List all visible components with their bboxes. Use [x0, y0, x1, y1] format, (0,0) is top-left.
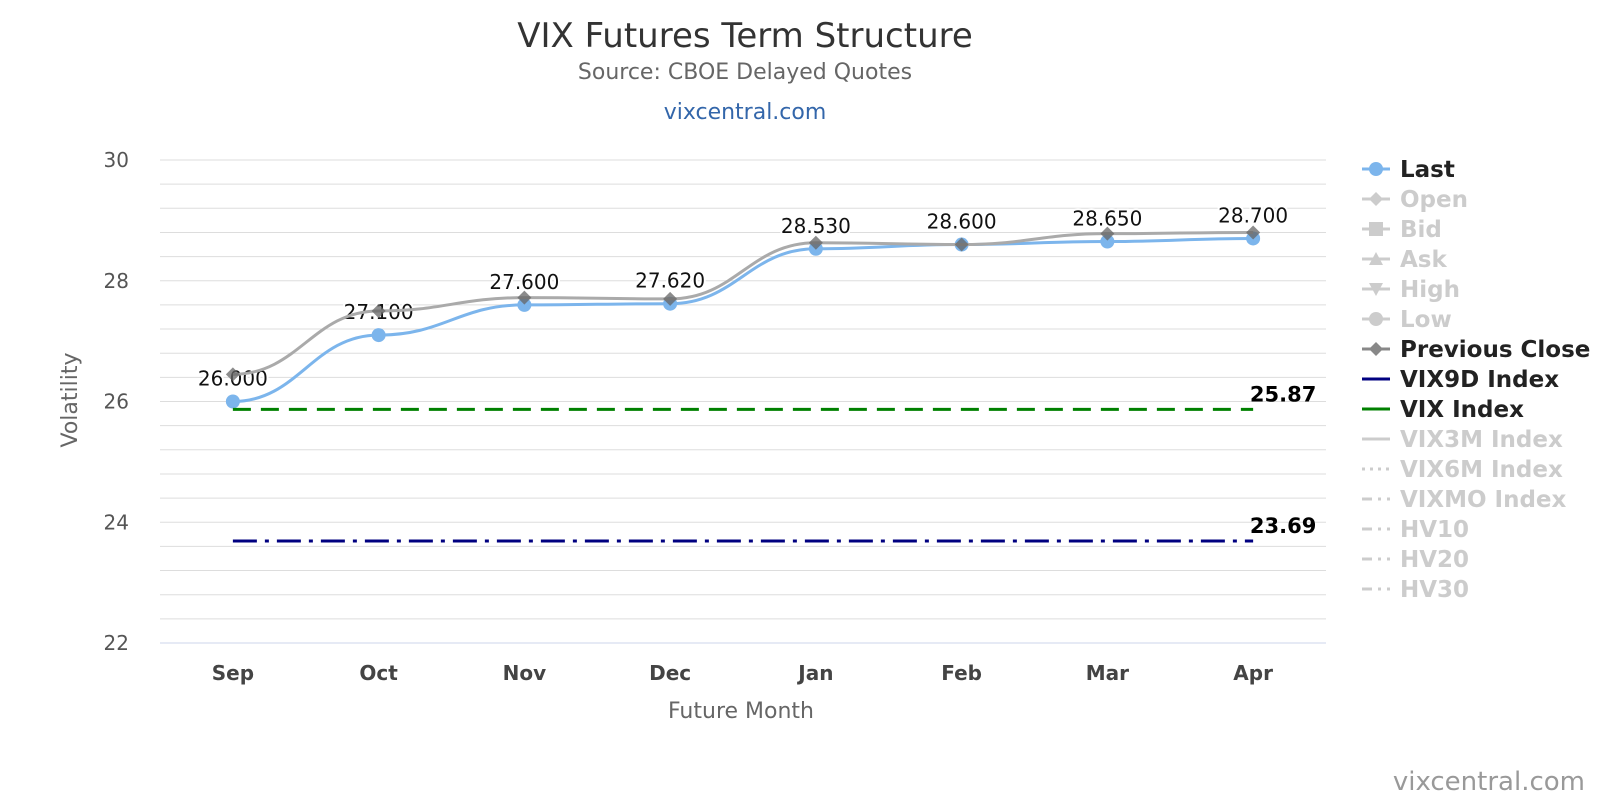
- x-tick-label: Oct: [359, 661, 398, 685]
- legend-item[interactable]: VIX3M Index: [1362, 427, 1563, 453]
- legend-label: Low: [1400, 307, 1452, 333]
- legend-label: Last: [1400, 157, 1455, 183]
- y-tick-label: 26: [104, 390, 129, 414]
- data-point: [954, 237, 969, 252]
- legend-item[interactable]: HV10: [1362, 517, 1469, 543]
- x-tick-label: Feb: [941, 661, 982, 685]
- legend-label: Ask: [1400, 247, 1447, 273]
- index-value-label: 23.69: [1250, 514, 1316, 538]
- legend-item[interactable]: High: [1362, 277, 1460, 303]
- legend-marker: [1369, 162, 1383, 176]
- data-label: 28.600: [927, 210, 997, 234]
- legend-label: VIX6M Index: [1400, 457, 1563, 483]
- legend-label: HV10: [1400, 517, 1469, 543]
- x-tick-label: Sep: [212, 661, 254, 685]
- data-point: [225, 394, 240, 409]
- legend-label: VIXMO Index: [1400, 487, 1567, 513]
- legend-label: VIX9D Index: [1400, 367, 1559, 393]
- legend-label: Previous Close: [1400, 337, 1590, 363]
- legend-marker: [1369, 222, 1383, 236]
- legend-item[interactable]: VIX9D Index: [1362, 367, 1559, 393]
- legend-item[interactable]: Bid: [1362, 217, 1442, 243]
- x-axis-title: Future Month: [668, 699, 814, 724]
- legend-item[interactable]: HV30: [1362, 577, 1469, 603]
- legend-marker: [1369, 342, 1383, 356]
- legend-marker: [1369, 312, 1383, 326]
- series-previous-close: [225, 225, 1261, 382]
- legend-item[interactable]: HV20: [1362, 547, 1469, 573]
- data-point: [371, 303, 386, 318]
- series-vix9d-index: 23.69: [232, 514, 1316, 543]
- legend-label: VIX3M Index: [1400, 427, 1563, 453]
- data-point: [1100, 226, 1115, 241]
- credit-text[interactable]: vixcentral.com: [1393, 767, 1585, 797]
- chart-title: VIX Futures Term Structure: [517, 16, 973, 56]
- x-tick-label: Dec: [649, 661, 691, 685]
- y-tick-label: 24: [104, 510, 129, 534]
- legend-marker: [1369, 252, 1383, 265]
- grid-lines: [160, 159, 1326, 644]
- legend-item[interactable]: Previous Close: [1362, 337, 1590, 363]
- legend-item[interactable]: VIX6M Index: [1362, 457, 1563, 483]
- legend-item[interactable]: Ask: [1362, 247, 1447, 273]
- legend: Last Open Bid Ask High Low Previous Close VIX9D…: [1362, 157, 1590, 603]
- y-axis-title: Volatility: [58, 352, 83, 447]
- data-label: 28.700: [1218, 203, 1288, 227]
- legend-label: HV30: [1400, 577, 1469, 603]
- legend-item[interactable]: VIXMO Index: [1362, 487, 1567, 513]
- data-label: 27.620: [635, 269, 705, 293]
- y-tick-label: 22: [104, 631, 129, 655]
- legend-marker: [1369, 192, 1383, 206]
- legend-item[interactable]: Open: [1362, 187, 1468, 213]
- legend-label: Open: [1400, 187, 1468, 213]
- x-tick-label: Nov: [503, 661, 547, 685]
- legend-label: Bid: [1400, 217, 1442, 243]
- y-tick-label: 28: [104, 269, 129, 293]
- data-point: [225, 367, 240, 382]
- y-axis: 22 24 26 28 30: [104, 148, 129, 655]
- data-point: [517, 297, 532, 312]
- data-point: [371, 328, 386, 343]
- legend-item[interactable]: Last: [1362, 157, 1455, 183]
- legend-item[interactable]: VIX Index: [1362, 397, 1524, 423]
- y-tick-label: 30: [104, 148, 129, 172]
- data-point: [1100, 234, 1115, 249]
- source-link[interactable]: vixcentral.com: [664, 100, 827, 125]
- legend-item[interactable]: Low: [1362, 307, 1452, 333]
- x-tick-label: Jan: [796, 661, 833, 685]
- x-tick-label: Mar: [1086, 661, 1129, 685]
- series-last: 26.00027.10027.60027.62028.53028.60028.6…: [196, 201, 1290, 409]
- legend-marker: [1369, 283, 1383, 296]
- x-tick-label: Apr: [1233, 661, 1273, 685]
- series-area: 26.00027.10027.60027.62028.53028.60028.6…: [196, 201, 1316, 543]
- data-label: 28.530: [781, 214, 851, 238]
- data-label: 28.650: [1072, 207, 1142, 231]
- data-point: [517, 290, 532, 305]
- data-point: [663, 291, 678, 306]
- data-label: 27.600: [489, 270, 559, 294]
- index-value-label: 25.87: [1250, 382, 1316, 406]
- chart-subtitle: Source: CBOE Delayed Quotes: [578, 60, 912, 85]
- legend-label: HV20: [1400, 547, 1469, 573]
- series-vix-index: 25.87: [232, 382, 1316, 411]
- legend-label: VIX Index: [1400, 397, 1524, 423]
- x-axis: Sep Oct Nov Dec Jan Feb Mar Apr: [212, 661, 1273, 685]
- data-point: [808, 235, 823, 250]
- legend-label: High: [1400, 277, 1460, 303]
- data-point: [1246, 225, 1261, 240]
